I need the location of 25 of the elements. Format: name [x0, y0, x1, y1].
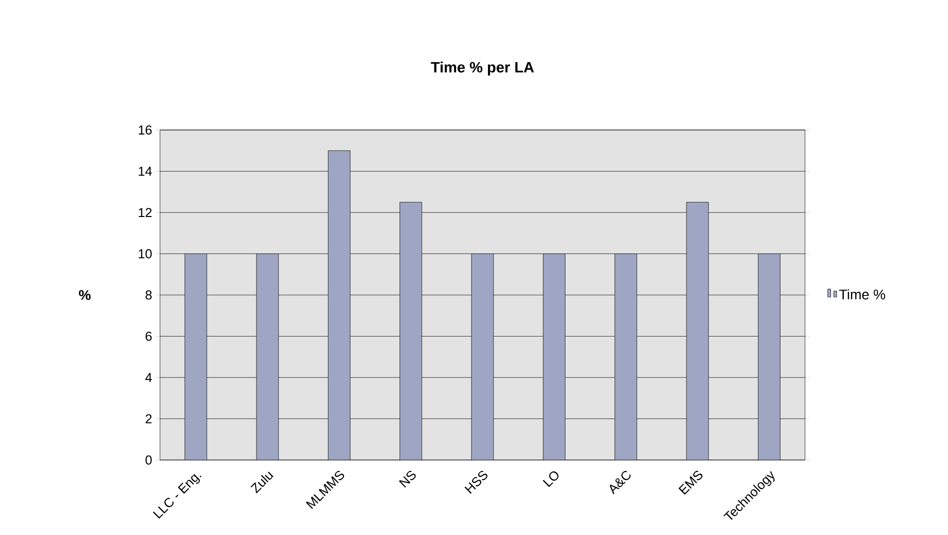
x-tick-label: LLC - Eng.: [152, 474, 202, 519]
y-tick-label: 0: [146, 455, 152, 465]
bar: [256, 254, 279, 460]
y-tick-label: 8: [146, 290, 152, 300]
bar: [542, 254, 566, 460]
chart-title: Time % per LA: [430, 62, 534, 76]
y-tick-label: 16: [138, 125, 152, 135]
bar: [471, 254, 494, 460]
bar: [400, 202, 422, 460]
x-tick-label: NS: [398, 470, 416, 488]
y-tick-label: 6: [146, 332, 152, 341]
y-tick-label: 14: [138, 166, 152, 176]
x-tick-label: LO: [542, 471, 558, 488]
x-tick-label: Zulu: [250, 472, 274, 494]
y-axis-title: %: [78, 290, 91, 300]
y-tick-label: 4: [145, 373, 152, 382]
bar: [184, 254, 208, 460]
legend-label: Time %: [839, 289, 886, 300]
bar: [328, 150, 350, 460]
bar: [686, 202, 709, 460]
y-tick-label: 10: [138, 249, 152, 258]
bar: [614, 254, 638, 460]
y-tick-label: 2: [146, 414, 152, 424]
y-tick-label: 12: [138, 208, 152, 218]
bar: [758, 254, 780, 460]
